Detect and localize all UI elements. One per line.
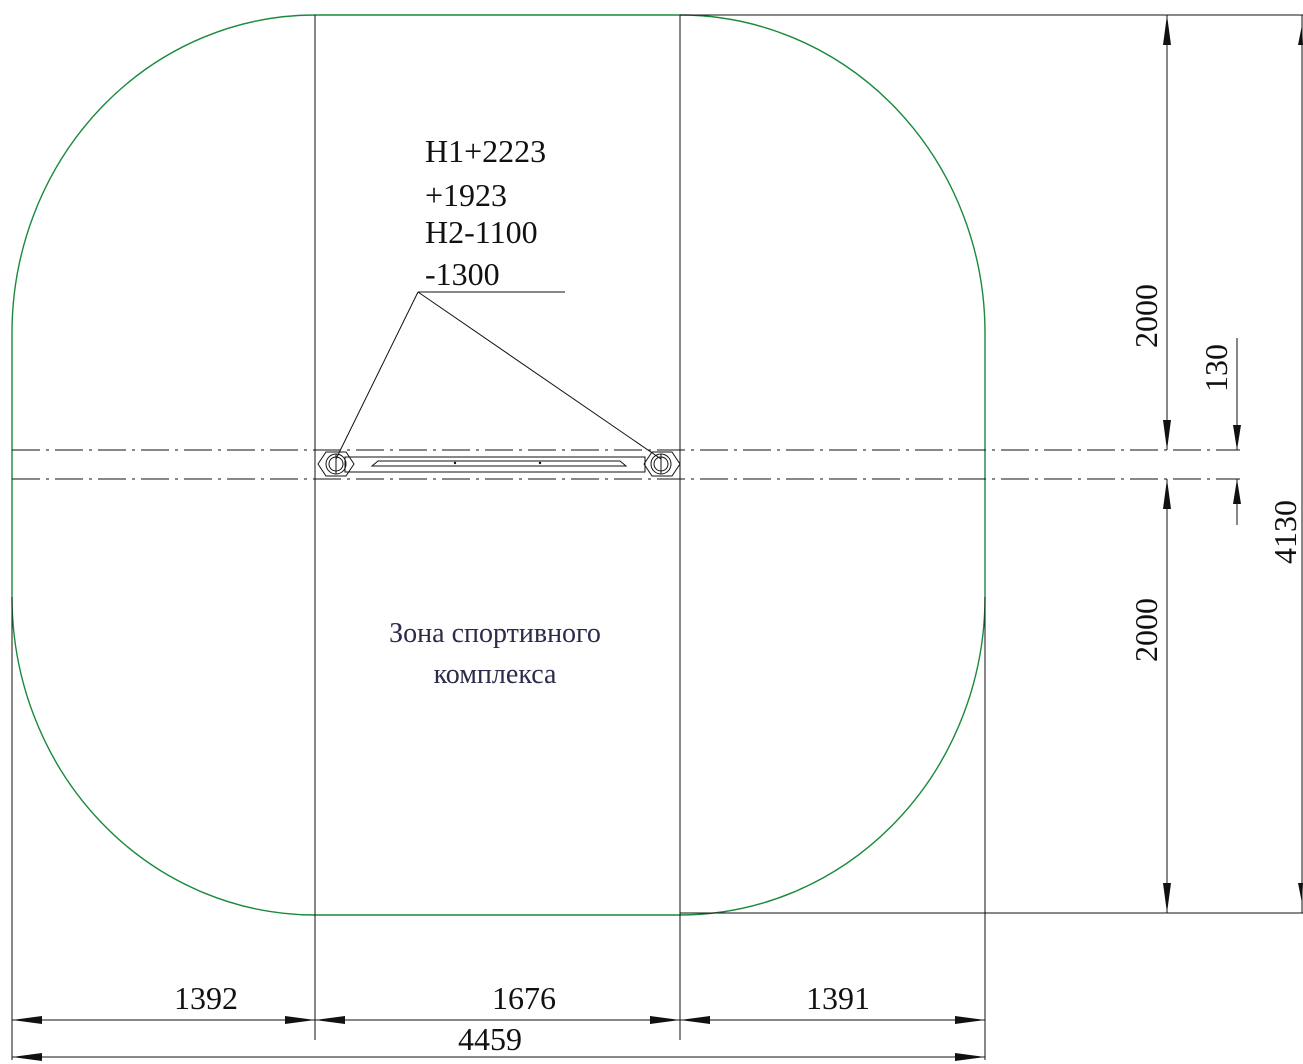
arrow-down-icon: [1233, 425, 1241, 450]
arrow-left-icon: [12, 1016, 42, 1024]
elevation-note-line-3: H2-1100: [425, 214, 538, 250]
vertical-dimension-bottom: 2000: [1128, 479, 1171, 913]
dimension-middle-part: 1676: [492, 980, 556, 1016]
arrow-right-icon: [650, 1016, 680, 1024]
elevation-note-line-4: -1300: [425, 256, 500, 292]
arrow-up-icon: [1163, 479, 1171, 509]
bar-body: [344, 456, 646, 473]
horizontal-dimension-overall: 4459: [12, 1021, 985, 1061]
horizontal-dimension-parts: 1392 1676 1391: [12, 980, 985, 1024]
bar-rivet: [453, 461, 457, 465]
arrow-up-icon: [1233, 479, 1241, 504]
dimension-overall-height: 4130: [1267, 500, 1303, 564]
vertical-dimension-top: 2000: [1128, 15, 1171, 450]
vertical-dimension-overall: 4130: [1267, 15, 1303, 913]
bar-rivet: [538, 461, 542, 465]
arrow-down-icon: [1163, 883, 1171, 913]
arrow-left-icon: [680, 1016, 710, 1024]
arrow-down-icon: [1163, 420, 1171, 450]
zone-label-line-2: комплекса: [434, 659, 557, 690]
arrow-down-icon: [1298, 883, 1303, 903]
dimension-gap: 130: [1198, 344, 1234, 392]
leader-line-right: [417, 291, 662, 460]
arrow-right-icon: [285, 1016, 315, 1024]
arrow-up-icon: [1298, 25, 1303, 45]
arrow-left-icon: [315, 1016, 345, 1024]
dimension-right-part: 1391: [806, 980, 870, 1016]
right-post-bracket: [643, 451, 681, 477]
leader-line-left: [335, 291, 419, 460]
dimension-overall-width: 4459: [458, 1021, 522, 1057]
bar-assembly: [317, 451, 681, 477]
vertical-dimension-gap: 130: [1198, 338, 1241, 525]
arrow-right-icon: [955, 1053, 985, 1061]
dimension-top-part: 2000: [1128, 284, 1164, 348]
bar-inner-slot: [370, 460, 628, 467]
left-post-bracket: [317, 451, 355, 477]
dimension-left-part: 1392: [174, 980, 238, 1016]
arrow-up-icon: [1163, 15, 1171, 45]
zone-label-line-1: Зона спортивного: [389, 618, 601, 649]
elevation-note-line-2: +1923: [425, 177, 507, 213]
elevation-note-line-1: H1+2223: [425, 133, 546, 169]
arrow-right-icon: [955, 1016, 985, 1024]
dimension-bottom-part: 2000: [1128, 598, 1164, 662]
arrow-left-icon: [12, 1053, 42, 1061]
